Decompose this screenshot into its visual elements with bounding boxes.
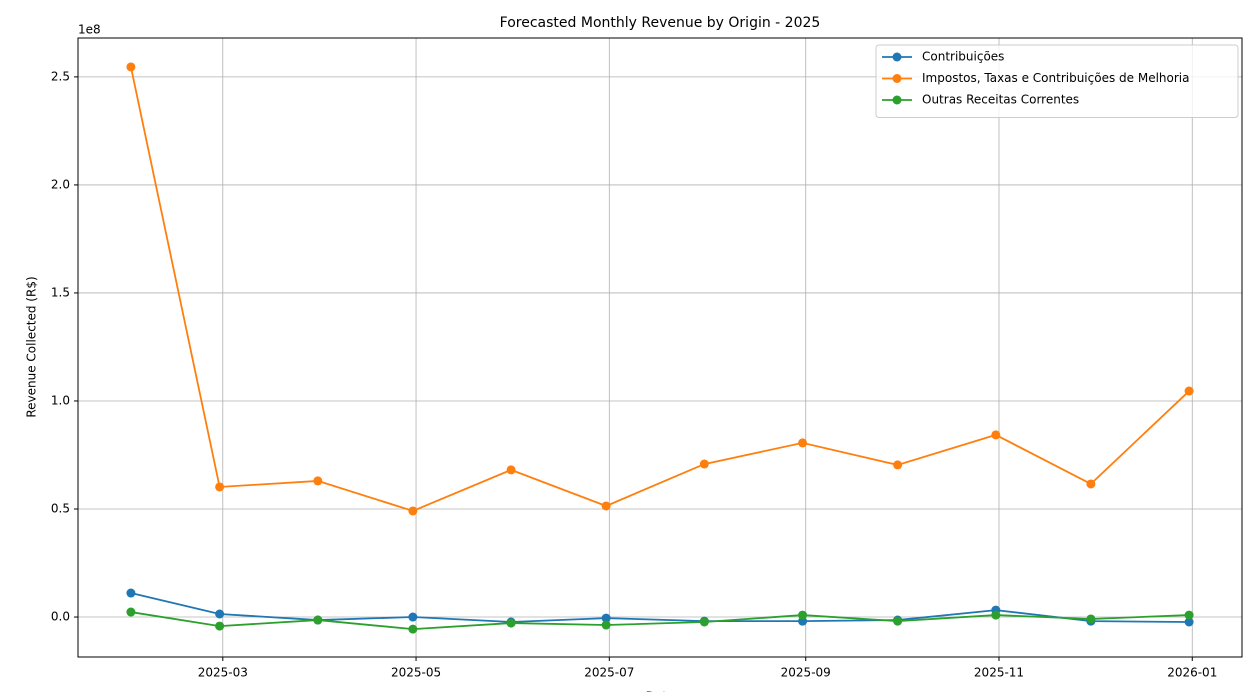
point bbox=[313, 615, 323, 625]
point bbox=[699, 617, 709, 627]
legend-label: Contribuições bbox=[922, 50, 1004, 64]
y-tick-label: 1.0 bbox=[51, 393, 70, 407]
legend-label: Impostos, Taxas e Contribuições de Melho… bbox=[922, 71, 1189, 85]
legend-label: Outras Receitas Correntes bbox=[922, 93, 1079, 107]
legend-marker bbox=[892, 74, 902, 83]
y-tick-label: 0.0 bbox=[51, 610, 70, 624]
x-tick-label: 2025-05 bbox=[391, 666, 441, 680]
x-tick-label: 2025-07 bbox=[584, 666, 634, 680]
series-line bbox=[130, 66, 1190, 512]
x-tick-label: 2025-11 bbox=[974, 666, 1024, 680]
point bbox=[215, 482, 225, 492]
point bbox=[1086, 614, 1096, 624]
point bbox=[991, 610, 1001, 620]
legend-marker bbox=[892, 52, 902, 62]
x-axis-label: Date bbox=[646, 690, 675, 692]
point bbox=[893, 460, 903, 470]
chart-title: Forecasted Monthly Revenue by Origin - 2… bbox=[500, 15, 821, 31]
point bbox=[1184, 617, 1194, 627]
point bbox=[1184, 610, 1194, 620]
x-tick-label: 2025-09 bbox=[781, 666, 831, 680]
point bbox=[893, 616, 903, 626]
series-line bbox=[130, 592, 1190, 623]
y-tick-label: 0.5 bbox=[51, 502, 70, 516]
point bbox=[601, 620, 611, 630]
point bbox=[408, 506, 418, 516]
point bbox=[601, 501, 611, 511]
point bbox=[408, 624, 418, 634]
y-tick-label: 2.0 bbox=[51, 177, 70, 191]
series-line bbox=[130, 611, 1190, 631]
y-tick-label: 1.5 bbox=[51, 285, 70, 299]
y-axis-label: Revenue Collected (R$) bbox=[25, 276, 39, 417]
point bbox=[126, 62, 136, 72]
point bbox=[506, 465, 516, 475]
point bbox=[215, 621, 225, 631]
point bbox=[1184, 386, 1194, 396]
point bbox=[798, 438, 808, 448]
y-tick-label: 2.5 bbox=[51, 69, 70, 83]
point bbox=[601, 613, 611, 623]
x-tick-label: 2026-01 bbox=[1167, 666, 1217, 680]
point bbox=[313, 476, 323, 486]
point bbox=[798, 610, 808, 620]
point bbox=[991, 430, 1001, 440]
point bbox=[699, 459, 709, 469]
x-tick-label: 2025-03 bbox=[198, 666, 248, 680]
legend-box bbox=[875, 44, 1239, 118]
point bbox=[126, 588, 136, 598]
point bbox=[408, 612, 418, 622]
point bbox=[506, 618, 516, 628]
point bbox=[215, 609, 225, 619]
point bbox=[1086, 479, 1096, 489]
plot-frame bbox=[77, 37, 1243, 658]
point bbox=[126, 607, 136, 617]
y-offset-label: 1e8 bbox=[78, 23, 101, 37]
legend-marker bbox=[892, 95, 902, 105]
